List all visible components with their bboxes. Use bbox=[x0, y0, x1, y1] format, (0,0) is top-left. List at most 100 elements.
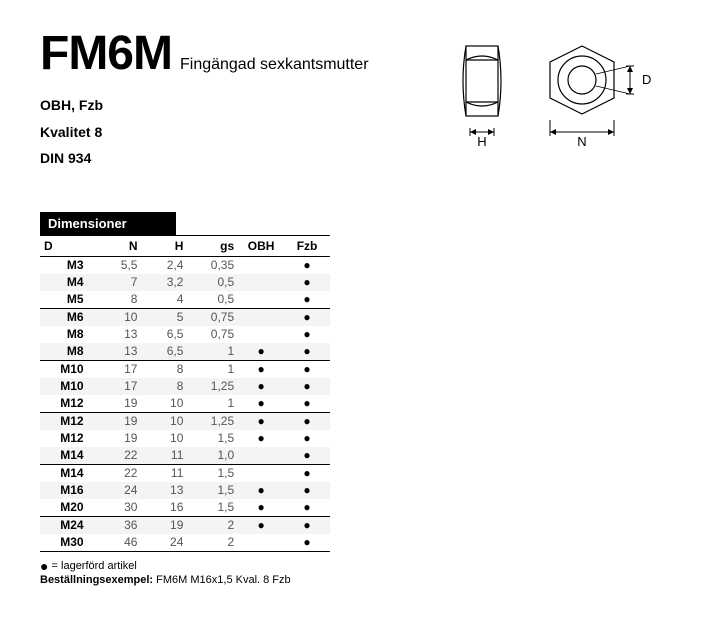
table-row: M1422111,5● bbox=[40, 464, 330, 482]
cell-n: 5,5 bbox=[96, 256, 142, 274]
cell-h: 10 bbox=[141, 412, 187, 430]
cell-obh: ● bbox=[238, 378, 284, 395]
cell-fzb: ● bbox=[284, 464, 330, 482]
cell-fzb: ● bbox=[284, 499, 330, 517]
cell-gs: 1,5 bbox=[187, 430, 238, 447]
cell-n: 19 bbox=[96, 395, 142, 413]
table-row: M101781●● bbox=[40, 360, 330, 378]
cell-d: M14 bbox=[40, 447, 96, 465]
table-row: M3046242● bbox=[40, 534, 330, 552]
cell-fzb: ● bbox=[284, 256, 330, 274]
table-row: M5840,5 ● bbox=[40, 291, 330, 309]
table-row: M35,52,40,35● bbox=[40, 256, 330, 274]
table-title: Dimensioner bbox=[40, 212, 176, 235]
table-row: M8136,50,75● bbox=[40, 326, 330, 343]
example-label: Beställningsexempel: bbox=[40, 574, 153, 586]
cell-n: 19 bbox=[96, 430, 142, 447]
cell-n: 13 bbox=[96, 326, 142, 343]
cell-fzb: ● bbox=[284, 430, 330, 447]
cell-gs: 2 bbox=[187, 516, 238, 534]
cell-h: 5 bbox=[141, 308, 187, 326]
col-h: H bbox=[141, 235, 187, 256]
cell-gs: 0,5 bbox=[187, 274, 238, 291]
example-value: FM6M M16x1,5 Kval. 8 Fzb bbox=[156, 574, 291, 586]
cell-h: 3,2 bbox=[141, 274, 187, 291]
cell-d: M12 bbox=[40, 395, 96, 413]
cell-fzb: ● bbox=[284, 447, 330, 465]
cell-n: 46 bbox=[96, 534, 142, 552]
table-row: M1422111,0● bbox=[40, 447, 330, 465]
table-row: M8136,51●● bbox=[40, 343, 330, 361]
cell-fzb: ● bbox=[284, 482, 330, 499]
col-gs: gs bbox=[187, 235, 238, 256]
cell-obh bbox=[238, 291, 284, 309]
cell-fzb: ● bbox=[284, 378, 330, 395]
cell-fzb: ● bbox=[284, 395, 330, 413]
cell-gs: 1,5 bbox=[187, 464, 238, 482]
dimensions-table-block: Dimensioner D N H gs OBH Fzb M35,52,40,3… bbox=[40, 212, 330, 586]
cell-n: 17 bbox=[96, 360, 142, 378]
col-obh: OBH bbox=[238, 235, 284, 256]
cell-n: 10 bbox=[96, 308, 142, 326]
cell-h: 24 bbox=[141, 534, 187, 552]
table-row: M2436192●● bbox=[40, 516, 330, 534]
cell-h: 6,5 bbox=[141, 326, 187, 343]
product-subtitle: Fingängad sexkantsmutter bbox=[180, 56, 369, 74]
cell-fzb: ● bbox=[284, 343, 330, 361]
nut-side-view-icon: H bbox=[450, 40, 514, 150]
nut-top-view-icon: D N bbox=[532, 40, 662, 150]
cell-h: 8 bbox=[141, 378, 187, 395]
cell-d: M14 bbox=[40, 464, 96, 482]
cell-n: 22 bbox=[96, 464, 142, 482]
cell-n: 8 bbox=[96, 291, 142, 309]
table-row: M1219101●● bbox=[40, 395, 330, 413]
cell-gs: 1 bbox=[187, 360, 238, 378]
cell-n: 13 bbox=[96, 343, 142, 361]
cell-gs: 0,5 bbox=[187, 291, 238, 309]
col-d: D bbox=[40, 235, 96, 256]
col-n: N bbox=[96, 235, 142, 256]
cell-fzb: ● bbox=[284, 360, 330, 378]
cell-n: 24 bbox=[96, 482, 142, 499]
cell-d: M30 bbox=[40, 534, 96, 552]
table-row: M1624131,5●● bbox=[40, 482, 330, 499]
cell-obh: ● bbox=[238, 395, 284, 413]
cell-fzb: ● bbox=[284, 274, 330, 291]
cell-fzb: ● bbox=[284, 291, 330, 309]
table-row: M61050,75● bbox=[40, 308, 330, 326]
cell-n: 17 bbox=[96, 378, 142, 395]
cell-d: M10 bbox=[40, 378, 96, 395]
cell-obh: ● bbox=[238, 412, 284, 430]
cell-d: M3 bbox=[40, 256, 96, 274]
cell-h: 4 bbox=[141, 291, 187, 309]
cell-fzb: ● bbox=[284, 308, 330, 326]
cell-obh bbox=[238, 274, 284, 291]
cell-d: M4 bbox=[40, 274, 96, 291]
technical-diagrams: H D N bbox=[450, 40, 662, 150]
cell-obh bbox=[238, 447, 284, 465]
cell-gs: 1,25 bbox=[187, 412, 238, 430]
table-row: M1219101,5●● bbox=[40, 430, 330, 447]
cell-obh: ● bbox=[238, 360, 284, 378]
cell-d: M5 bbox=[40, 291, 96, 309]
cell-n: 7 bbox=[96, 274, 142, 291]
cell-h: 16 bbox=[141, 499, 187, 517]
cell-d: M6 bbox=[40, 308, 96, 326]
cell-n: 19 bbox=[96, 412, 142, 430]
cell-n: 22 bbox=[96, 447, 142, 465]
cell-d: M10 bbox=[40, 360, 96, 378]
cell-gs: 1 bbox=[187, 395, 238, 413]
dim-label-n: N bbox=[577, 134, 586, 149]
dim-label-d: D bbox=[642, 72, 651, 87]
cell-fzb: ● bbox=[284, 534, 330, 552]
cell-obh bbox=[238, 534, 284, 552]
cell-gs: 1,0 bbox=[187, 447, 238, 465]
col-fzb: Fzb bbox=[284, 235, 330, 256]
product-code: FM6M bbox=[40, 30, 172, 78]
cell-fzb: ● bbox=[284, 326, 330, 343]
table-row: M473,20,5 ● bbox=[40, 274, 330, 291]
table-row: M1219101,25●● bbox=[40, 412, 330, 430]
footnotes: ● = lagerförd artikel Beställningsexempe… bbox=[40, 558, 330, 586]
cell-gs: 1,25 bbox=[187, 378, 238, 395]
cell-n: 36 bbox=[96, 516, 142, 534]
